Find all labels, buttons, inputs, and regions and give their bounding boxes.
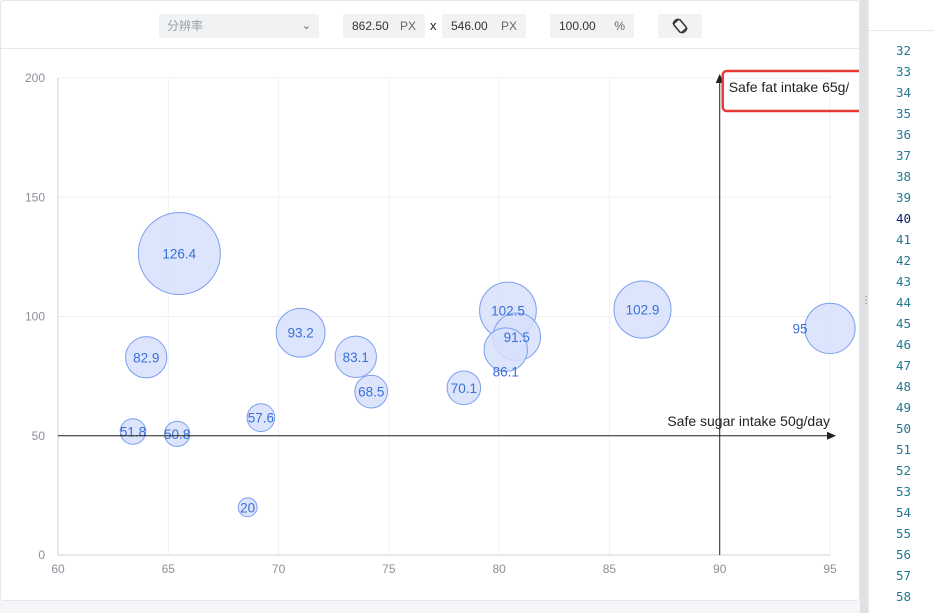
chart-panel: 分辨率 ⌄ 862.50 PX x 546.00 PX 100.00 % 60 6… (0, 0, 860, 601)
code-editor-gutter: 32 33 34 35 36 37 38 39 40 41 42 43 44 45 46 47 48 49 50 51… (868, 0, 934, 613)
line-number: 34 (895, 85, 911, 100)
size-separator: x (430, 18, 437, 33)
line-number: 56 (895, 547, 911, 562)
line-number: 51 (895, 442, 911, 457)
x-tick-label: 65 (162, 562, 176, 576)
panel-splitter[interactable]: ⋮⋮ (860, 0, 881, 613)
zoom-unit: % (614, 19, 625, 33)
line-number: 36 (895, 127, 911, 142)
bubble-data-label: 126.4 (162, 247, 196, 262)
width-value: 862.50 (352, 19, 389, 33)
chevron-down-icon: ⌄ (301, 20, 311, 32)
height-unit: PX (500, 19, 517, 33)
line-number: 32 (895, 43, 911, 58)
line-number: 37 (895, 148, 911, 163)
line-number: 47 (895, 358, 911, 373)
resolution-select[interactable]: 分辨率 ⌄ (159, 14, 319, 38)
bubble-data-label: 91.5 (504, 330, 530, 345)
bubble-data-label: 57.6 (248, 411, 274, 426)
x-tick-label: 95 (823, 562, 837, 576)
rotate-button[interactable] (658, 14, 702, 38)
bubble-data-label: 51.8 (120, 424, 146, 439)
line-number: 48 (895, 379, 911, 394)
bubble-data-label: 95 (792, 321, 807, 336)
bubble-point (246, 403, 276, 432)
bubble-chart: 60 65 70 75 80 85 90 95 0 50 100 150 200 126.4 102.9 10… (25, 69, 860, 576)
line-number: 41 (895, 232, 911, 247)
line-number: 40 (895, 211, 911, 226)
y-tick-label: 0 (38, 548, 45, 562)
line-number: 57 (895, 568, 911, 583)
y-tick-label: 200 (25, 71, 45, 85)
x-tick-label: 75 (382, 562, 396, 576)
height-input[interactable]: 546.00 PX (442, 14, 526, 38)
width-unit: PX (399, 19, 416, 33)
line-number: 50 (895, 421, 911, 436)
bubble-data-label: 82.9 (133, 350, 159, 365)
line-number: 44 (895, 295, 911, 310)
line-number: 45 (895, 316, 911, 331)
line-number: 39 (895, 190, 911, 205)
height-value: 546.00 (451, 19, 488, 33)
line-number: 58 (895, 589, 911, 604)
resolution-placeholder: 分辨率 (167, 19, 204, 33)
line-number: 35 (895, 106, 911, 121)
line-number: 53 (895, 484, 911, 499)
bubble-point (137, 212, 221, 296)
selection-highlight-box (721, 69, 859, 113)
bubble-data-label: 50.8 (164, 427, 190, 442)
bubble-data-label: 20 (240, 500, 255, 515)
line-number: 43 (895, 274, 911, 289)
bubble-point (804, 302, 856, 355)
toolbar: 分辨率 ⌄ 862.50 PX x 546.00 PX 100.00 % (1, 1, 859, 49)
sugar-reference-label: Safe sugar intake 50g/day (667, 413, 830, 429)
bubble-data-label: 83.1 (343, 350, 369, 365)
fat-reference-label: Safe fat intake 65g/day (729, 79, 860, 95)
bubble-point (125, 336, 168, 379)
zoom-input[interactable]: 100.00 % (550, 14, 634, 38)
bubble-point (334, 335, 377, 379)
x-tick-label: 80 (492, 562, 506, 576)
y-tick-label: 50 (32, 429, 46, 443)
line-number: 42 (895, 253, 911, 268)
x-tick-label: 60 (51, 562, 65, 576)
bubble-data-label: 86.1 (493, 365, 519, 380)
bubble-point (354, 374, 389, 409)
line-number: 54 (895, 505, 911, 520)
width-input[interactable]: 862.50 PX (343, 14, 425, 38)
bubble-data-label: 102.9 (626, 303, 660, 318)
line-number: 38 (895, 169, 911, 184)
y-tick-label: 150 (25, 190, 45, 204)
y-tick-label: 100 (25, 310, 45, 324)
line-number: 55 (895, 526, 911, 541)
gutter-top-border (869, 30, 934, 31)
bubble-data-label: 102.5 (491, 304, 525, 319)
line-number: 46 (895, 337, 911, 352)
bubble-point (446, 370, 482, 406)
bubble-data-label: 93.2 (287, 326, 313, 341)
bubble-point (483, 327, 528, 372)
zoom-value: 100.00 (559, 19, 596, 33)
bubble-point (613, 280, 672, 339)
bubble-point (164, 420, 191, 447)
x-tick-label: 70 (272, 562, 286, 576)
line-number: 52 (895, 463, 911, 478)
bubble-data-label: 70.1 (451, 381, 477, 396)
x-tick-label: 90 (713, 562, 727, 576)
rotate-icon (672, 18, 688, 34)
bubble-point (119, 418, 147, 445)
x-tick-label: 85 (603, 562, 617, 576)
bubble-point (237, 497, 258, 518)
line-number: 49 (895, 400, 911, 415)
bubble-point (275, 307, 326, 358)
line-number: 33 (895, 64, 911, 79)
bubble-data-label: 68.5 (358, 385, 384, 400)
